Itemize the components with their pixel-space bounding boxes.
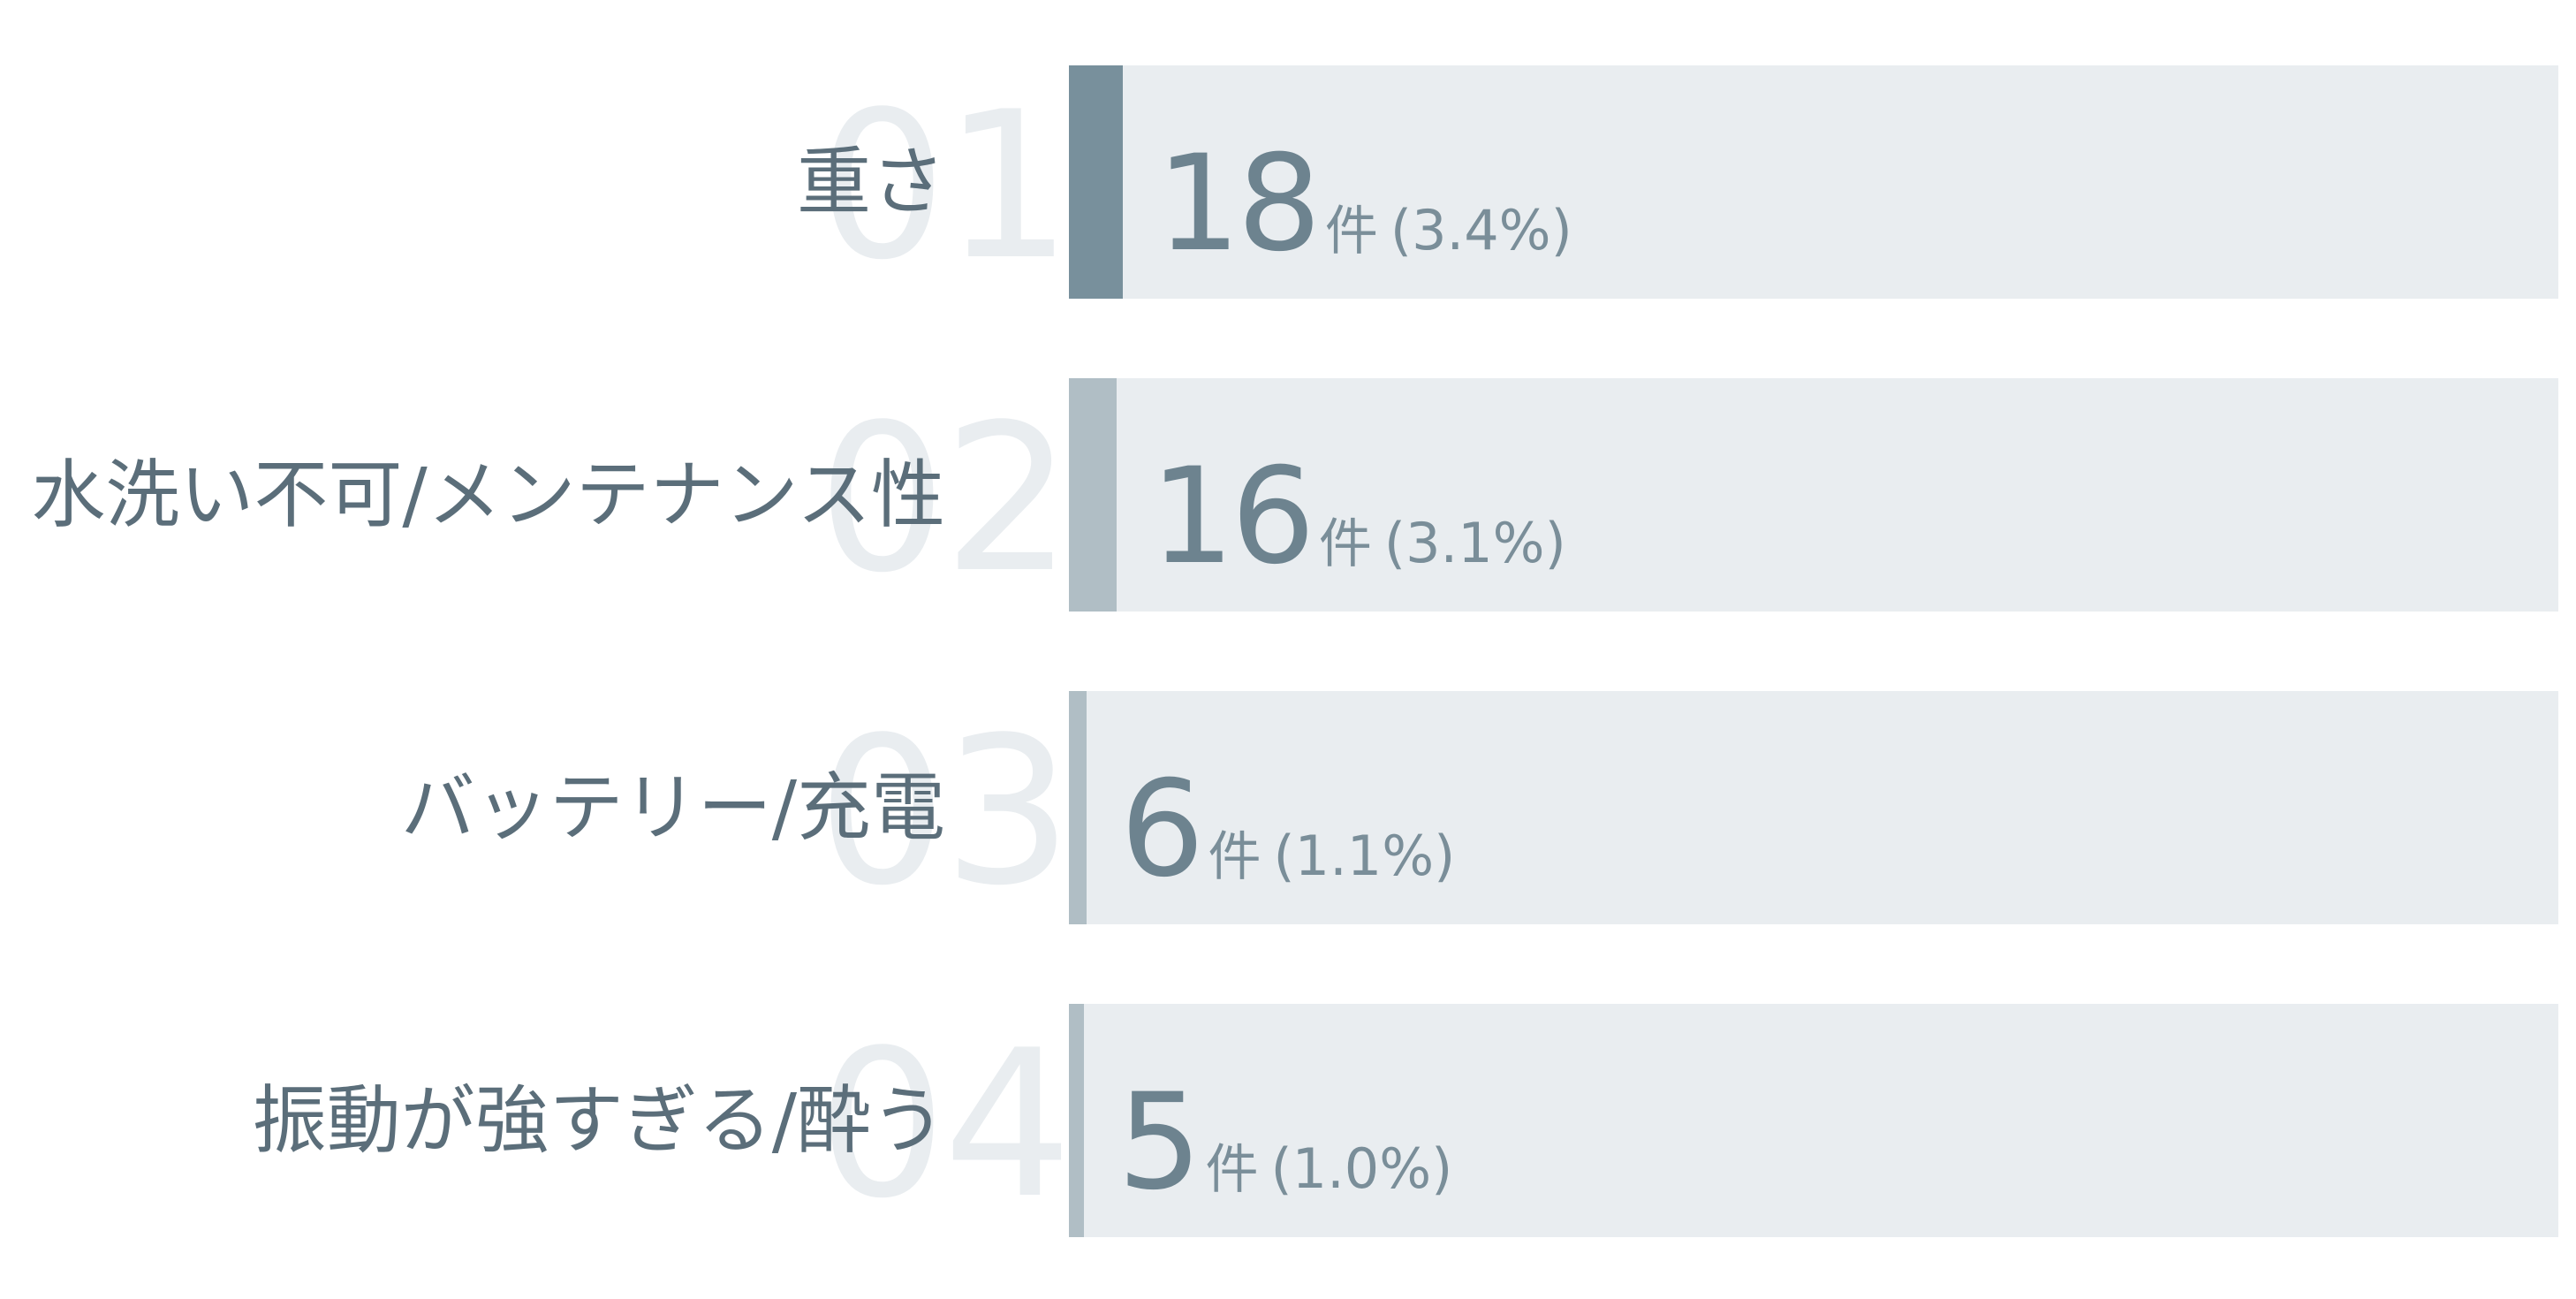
bar <box>1069 378 1117 612</box>
bar <box>1069 1004 1084 1237</box>
percent-value: (1.1%) <box>1273 824 1456 888</box>
rank-number: 03 <box>817 695 1072 931</box>
value-label: 16 件 (3.1%) <box>1150 451 1566 583</box>
chart-row: 01 重さ 18 件 (3.4%) <box>0 65 2576 304</box>
count-unit: 件 <box>1318 513 1372 575</box>
category-label: バッテリー/充電 <box>400 764 945 851</box>
percent-value: (3.4%) <box>1390 198 1572 262</box>
chart-row: 02 水洗い不可/メンテナンス性 16 件 (3.1%) <box>0 378 2576 617</box>
bar-track: 18 件 (3.4%) <box>1069 65 2558 299</box>
chart-row: 03 バッテリー/充電 6 件 (1.1%) <box>0 691 2576 930</box>
bar <box>1069 691 1087 924</box>
bar-track: 16 件 (3.1%) <box>1069 378 2558 612</box>
bar-track: 5 件 (1.0%) <box>1069 1004 2558 1237</box>
count-value: 5 <box>1118 1066 1201 1219</box>
rank-number: 02 <box>817 382 1072 618</box>
count-value: 16 <box>1150 440 1315 594</box>
percent-value: (3.1%) <box>1383 511 1566 575</box>
rank-number: 04 <box>817 1007 1072 1243</box>
chart-row: 04 振動が強すぎる/酔う 5 件 (1.0%) <box>0 1004 2576 1242</box>
percent-value: (1.0%) <box>1270 1136 1453 1201</box>
count-value: 18 <box>1156 127 1322 281</box>
count-unit: 件 <box>1324 201 1378 262</box>
value-label: 18 件 (3.4%) <box>1156 138 1572 270</box>
rank-number: 01 <box>817 69 1072 305</box>
bar <box>1069 65 1123 299</box>
value-label: 6 件 (1.1%) <box>1120 763 1455 896</box>
category-label: 振動が強すぎる/酔う <box>252 1077 945 1164</box>
category-label: 重さ <box>796 139 945 225</box>
count-unit: 件 <box>1208 826 1261 888</box>
category-label: 水洗い不可/メンテナンス性 <box>31 452 945 538</box>
count-unit: 件 <box>1205 1139 1259 1201</box>
bar-track: 6 件 (1.1%) <box>1069 691 2558 924</box>
count-value: 6 <box>1120 753 1204 907</box>
value-label: 5 件 (1.0%) <box>1118 1076 1452 1209</box>
